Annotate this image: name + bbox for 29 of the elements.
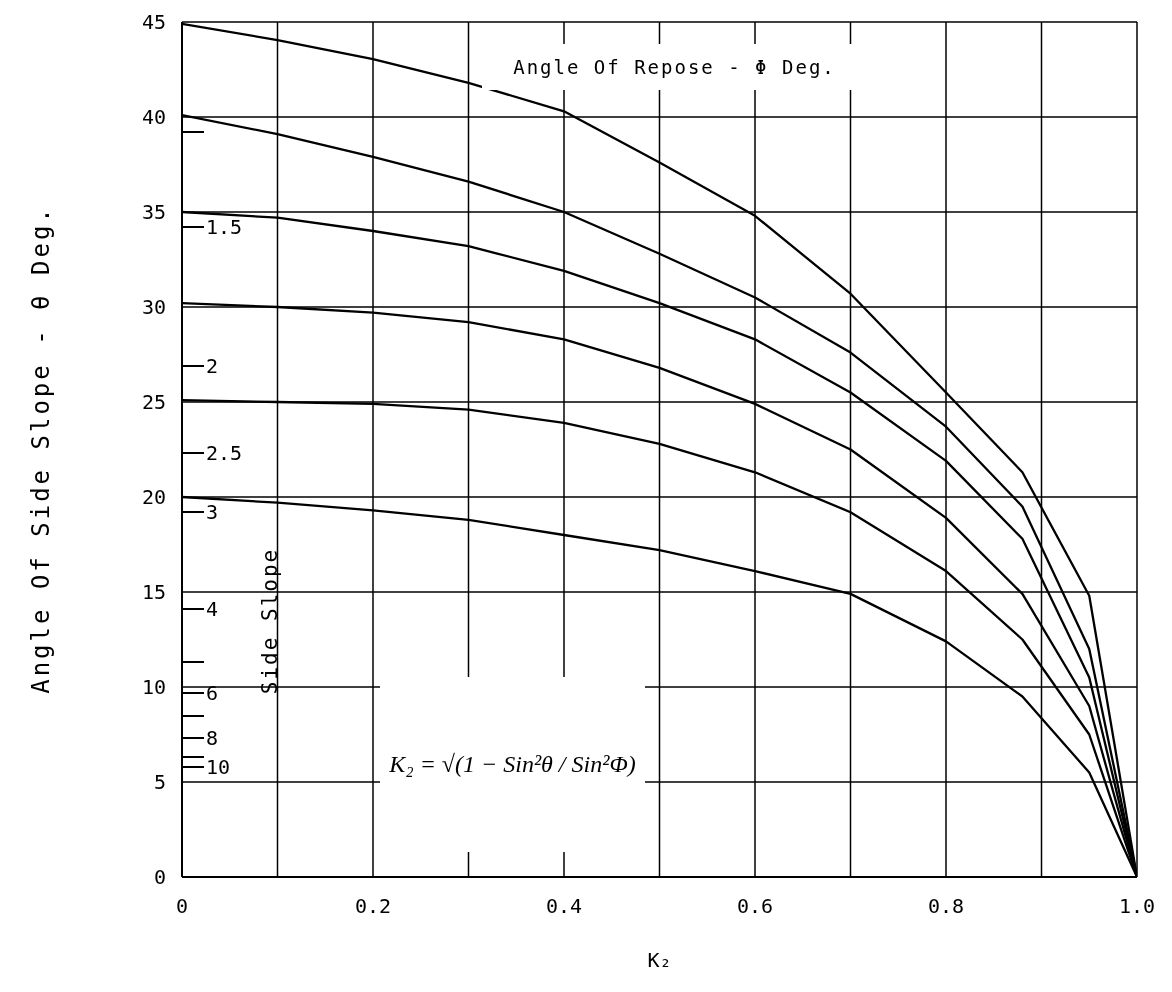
annotation: Angle Of Repose - Φ Deg. [482, 44, 867, 90]
x-tick-label: 0.4 [545, 894, 583, 919]
y-tick-label: 35 [141, 200, 166, 225]
y-tick-label: 20 [141, 485, 166, 510]
y-tick-label: 30 [141, 295, 166, 320]
y-tick-label: 45 [141, 10, 166, 35]
y-tick-label: 5 [153, 770, 166, 795]
x-tick-label: 1.0 [1118, 894, 1156, 919]
annotation: 8 [206, 726, 219, 750]
x-axis-title: K₂ [647, 948, 672, 972]
y-tick-label: 40 [141, 105, 166, 130]
y-tick-label: 25 [141, 390, 166, 415]
annotation: 1.5 [206, 215, 243, 239]
annotation: 4 [206, 597, 219, 621]
y-tick-label: 10 [141, 675, 166, 700]
y-tick-label: 0 [153, 865, 166, 890]
annotation: 10 [206, 755, 231, 779]
x-tick-label: 0.2 [354, 894, 392, 919]
x-tick-label: 0.8 [927, 894, 965, 919]
y-tick-label: 15 [141, 580, 166, 605]
x-tick-label: 0.6 [736, 894, 774, 919]
annotation: 2 [206, 354, 219, 378]
annotation: 2.5 [206, 441, 243, 465]
annotation: K₂ = √(1 − Sin²θ / Sin²Φ) [380, 677, 645, 852]
x-tick-label: 0 [175, 894, 189, 919]
annotation: Side Slope [257, 546, 283, 696]
annotation: 6 [206, 681, 219, 705]
y-axis-title: Angle Of Side Slope - θ Deg. [26, 205, 55, 694]
annotation: 3 [206, 500, 219, 524]
